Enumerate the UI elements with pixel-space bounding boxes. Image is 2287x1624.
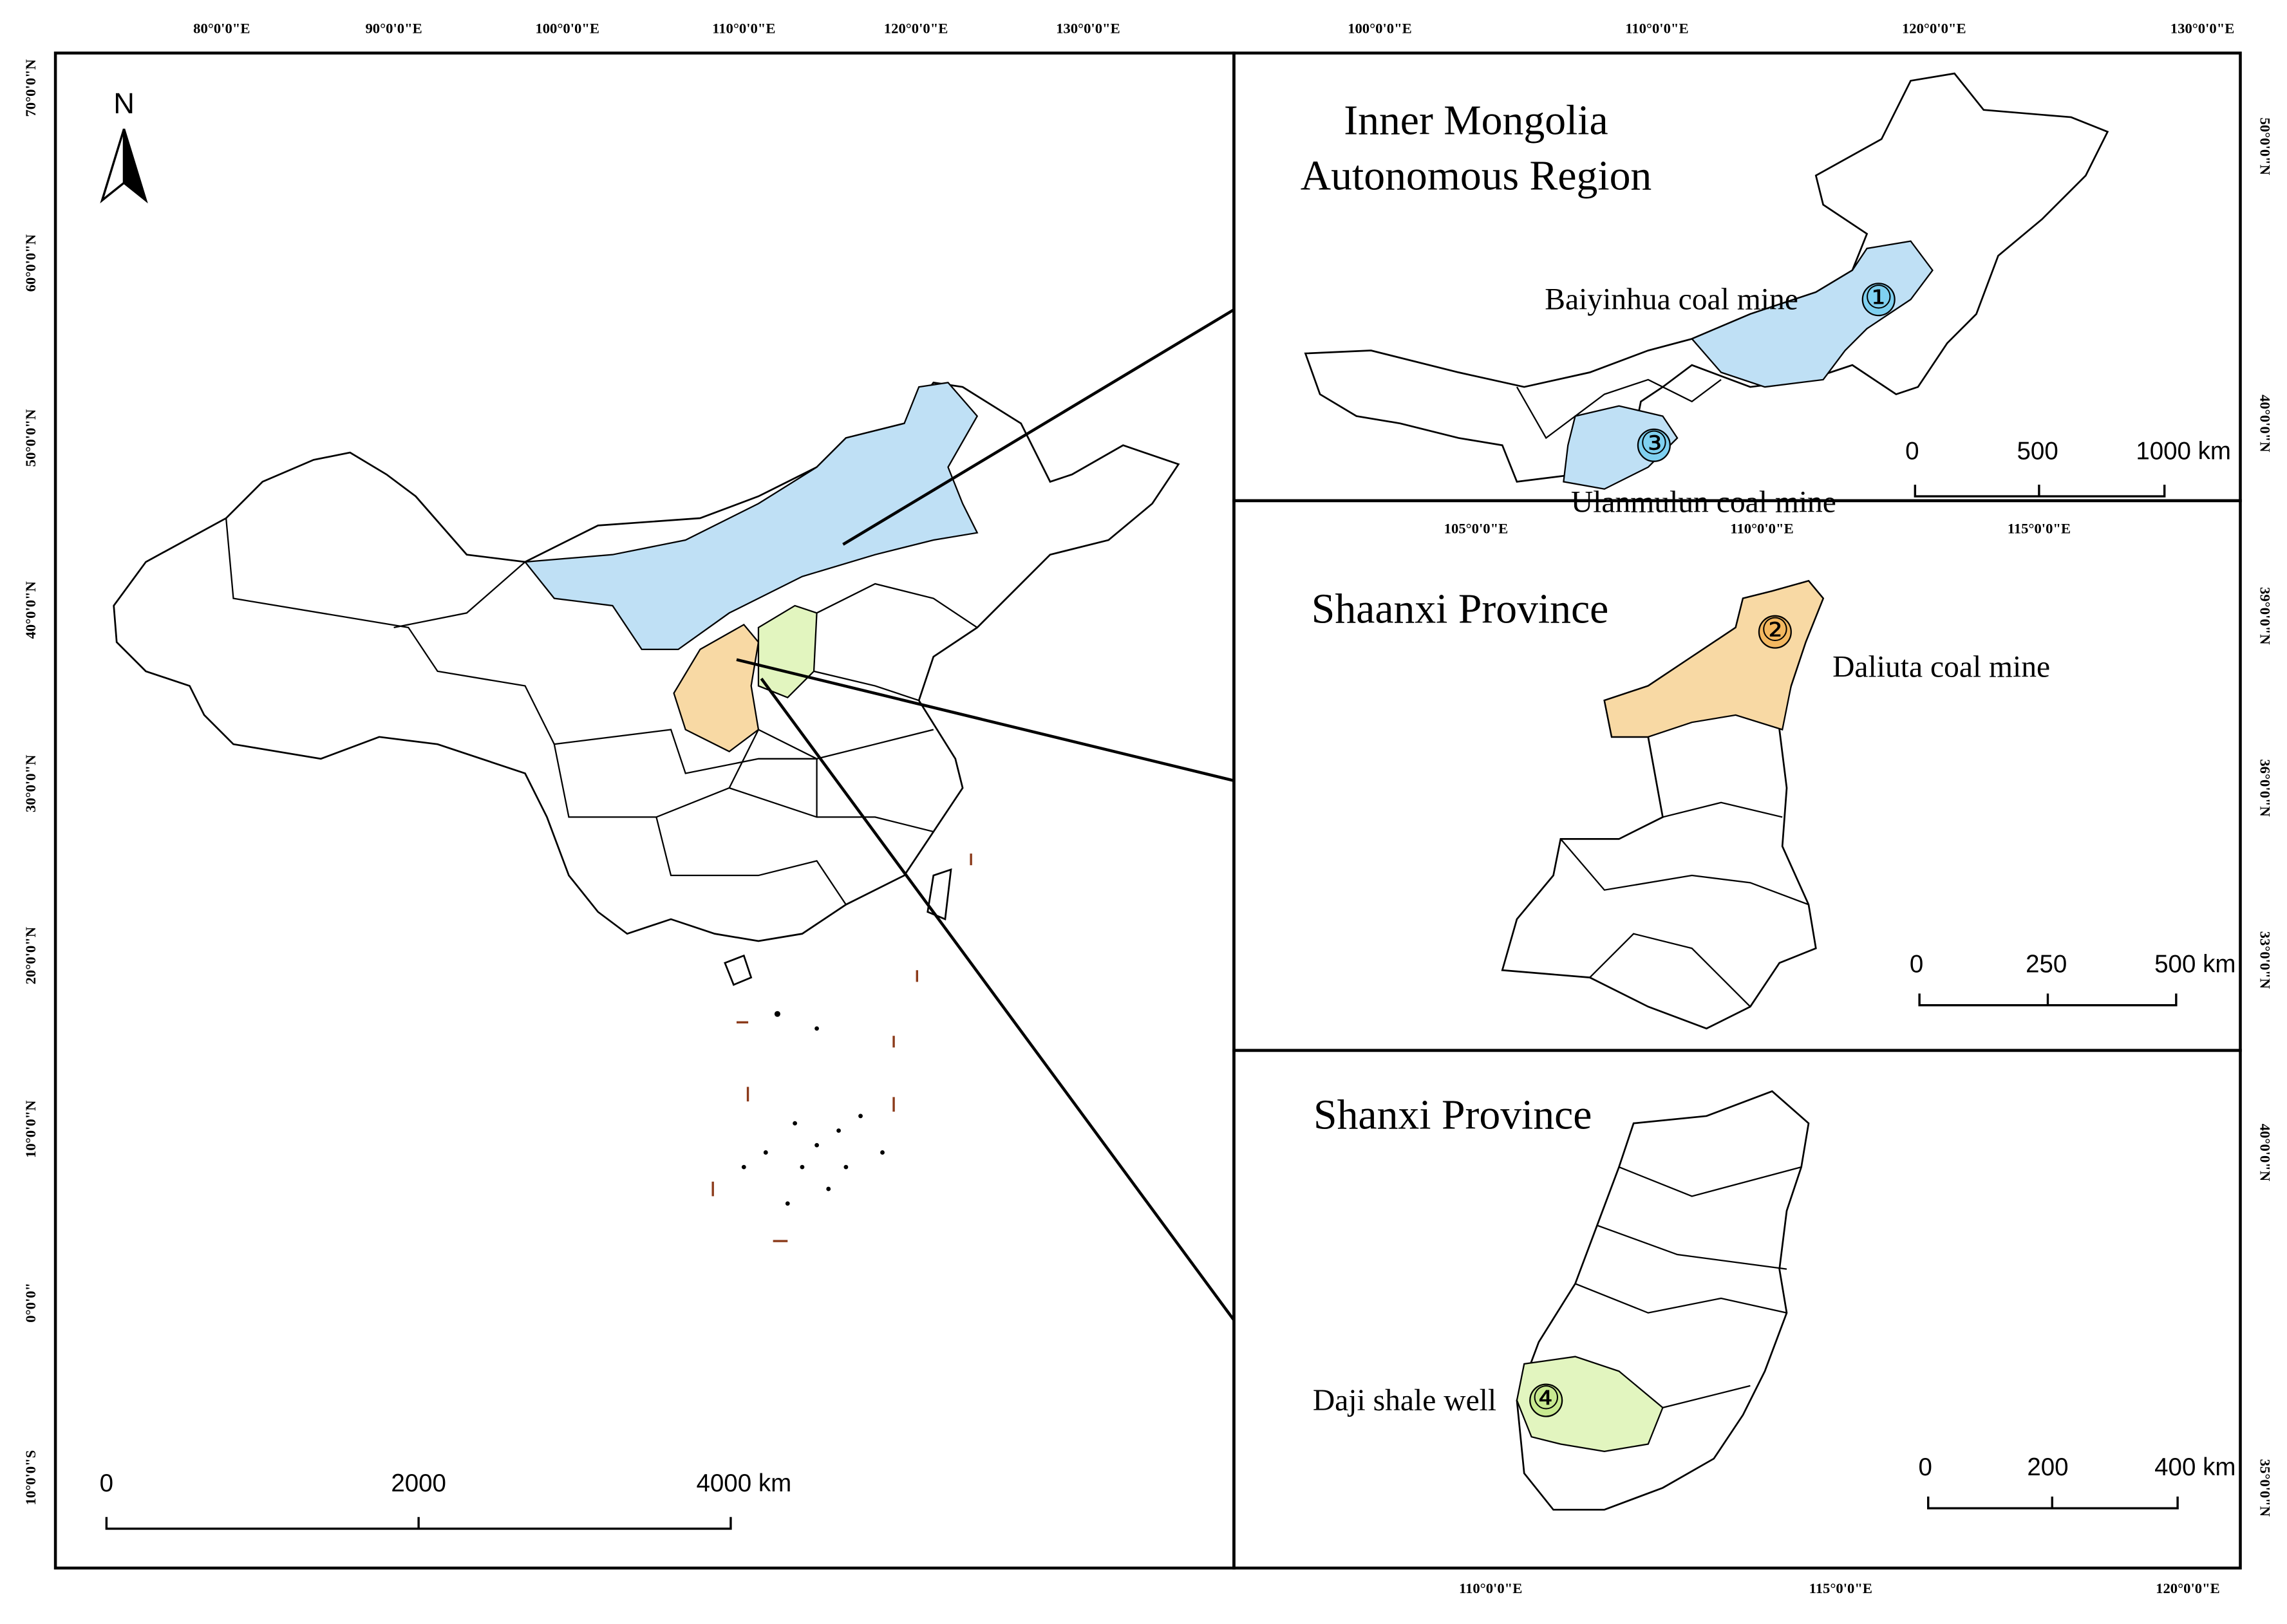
scale-label: 1000 km <box>2136 437 2231 465</box>
scale-label: 4000 km <box>696 1470 791 1497</box>
coordinate-label: 60°0'0"N <box>23 234 39 292</box>
site-number: ③ <box>1640 425 1669 461</box>
coordinate-label: 40°0'0"N <box>23 581 39 639</box>
site-label: Ulanmulun coal mine <box>1571 486 1836 519</box>
coordinate-label: 130°0'0"E <box>1056 20 1120 36</box>
scale-label: 2000 <box>391 1470 446 1497</box>
coordinate-label: 120°0'0"E <box>2156 1580 2220 1596</box>
site-label: Daliuta coal mine <box>1832 651 2050 684</box>
coordinate-label: 40°0'0"N <box>2257 1124 2273 1182</box>
china-map <box>113 381 1180 1242</box>
shaanxi-map <box>1501 579 1825 1030</box>
site-number: ② <box>1761 612 1790 648</box>
shanxi-map <box>1516 1090 1810 1511</box>
scale-label: 500 km <box>2154 951 2235 978</box>
coordinate-label: 80°0'0"E <box>193 20 250 36</box>
coordinate-label: 70°0'0"N <box>23 59 39 117</box>
scale-label: 0 <box>100 1470 113 1497</box>
coordinate-label: 10°0'0"N <box>23 1100 39 1158</box>
north-arrow <box>100 128 148 203</box>
panel-title: Autonomous Region <box>1301 153 1652 200</box>
site-number: ④ <box>1532 1381 1561 1416</box>
scale-bars <box>105 484 2179 1530</box>
coordinate-label: 50°0'0"N <box>2257 118 2273 176</box>
scale-label: 250 <box>2026 951 2067 978</box>
scale-label: 0 <box>1918 1453 1932 1481</box>
panel-title: Inner Mongolia <box>1344 97 1608 144</box>
coordinate-label: 120°0'0"E <box>884 20 948 36</box>
coordinate-label: 110°0'0"E <box>1730 520 1793 536</box>
coordinate-label: 0°0'0" <box>23 1283 39 1323</box>
coordinate-label: 35°0'0"N <box>2257 1459 2273 1517</box>
coordinate-label: 100°0'0"E <box>535 20 599 36</box>
coordinate-label: 130°0'0"E <box>2170 20 2235 36</box>
coordinate-label: 105°0'0"E <box>1444 520 1509 536</box>
coordinate-label: 30°0'0"N <box>23 754 39 812</box>
coordinate-label: 110°0'0"E <box>712 20 775 36</box>
coordinate-label: 120°0'0"E <box>1902 20 1966 36</box>
inner-mongolia-map <box>1304 72 2109 490</box>
scale-label: 400 km <box>2154 1453 2235 1481</box>
panel-title: Shaanxi Province <box>1312 585 1609 632</box>
coordinate-label: 110°0'0"E <box>1625 20 1688 36</box>
coordinate-label: 50°0'0"N <box>23 409 39 467</box>
site-label: Daji shale well <box>1313 1384 1496 1417</box>
site-number: ① <box>1864 280 1893 315</box>
scale-label: 500 <box>2017 437 2058 465</box>
coordinate-label: 40°0'0"N <box>2257 395 2273 453</box>
scale-label: 200 <box>2027 1453 2068 1481</box>
callout-lines <box>736 308 1236 1321</box>
coordinate-label: 10°0'0"S <box>23 1450 39 1506</box>
coordinate-label: 20°0'0"N <box>23 926 39 984</box>
coordinate-label: 115°0'0"E <box>2008 520 2071 536</box>
coordinate-label: 110°0'0"E <box>1459 1580 1522 1596</box>
coordinate-label: 39°0'0"N <box>2257 587 2273 645</box>
panel-title: Shanxi Province <box>1313 1091 1592 1138</box>
scale-label: 0 <box>1905 437 1919 465</box>
site-label: Baiyinhua coal mine <box>1545 283 1798 317</box>
coordinate-label: 33°0'0"N <box>2257 931 2273 989</box>
coordinate-label: 90°0'0"E <box>365 20 422 36</box>
scale-label: 0 <box>1910 951 1923 978</box>
north-label: N <box>113 87 135 120</box>
coordinate-label: 36°0'0"N <box>2257 759 2273 817</box>
coordinate-label: 115°0'0"E <box>1809 1580 1872 1596</box>
panel-frame <box>1232 1049 2242 1570</box>
coordinate-label: 100°0'0"E <box>1348 20 1412 36</box>
